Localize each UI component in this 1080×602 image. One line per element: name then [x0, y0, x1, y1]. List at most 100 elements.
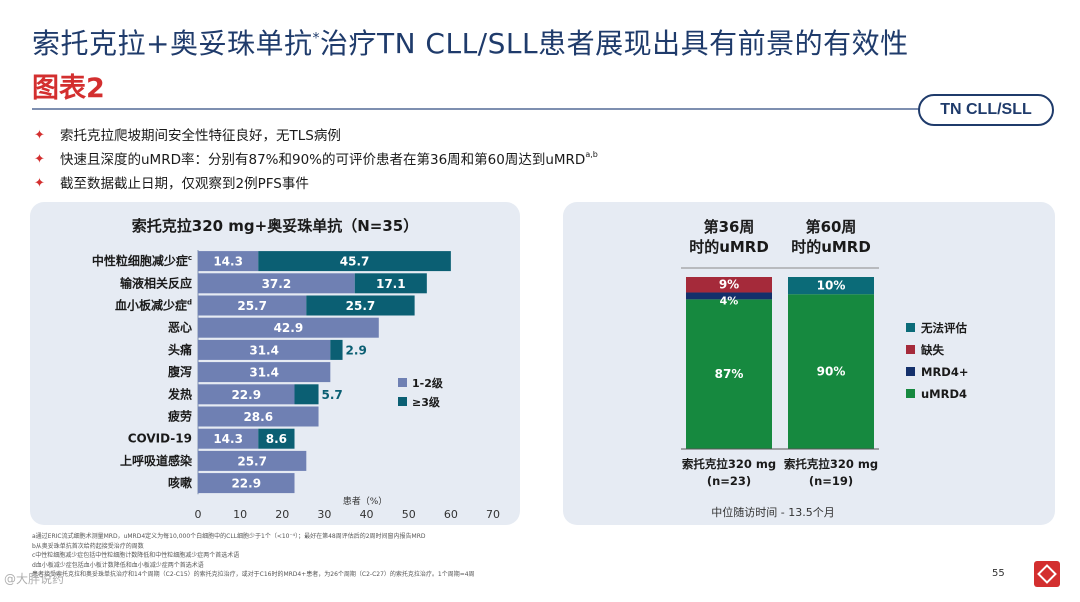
footnote: 患者接受索托克拉和奥妥珠单抗治疗和14个周期（C2-C15）的索托克拉治疗，或对… [32, 571, 475, 578]
bullet-item: ✦ 索托克拉爬坡期间安全性特征良好，无TLS病例 [34, 124, 598, 148]
bar-grade-1-2 [198, 362, 331, 383]
footnote: d血小板减少症包括血小板计数降低和血小板减少症两个首选术语 [32, 561, 204, 569]
indication-badge: TN CLL/SLL [918, 94, 1054, 126]
x-tick-label: 50 [402, 508, 416, 521]
bar-value-label: 8.6 [266, 432, 287, 446]
category-label: 恶心 [168, 321, 192, 335]
bullet-text: 索托克拉爬坡期间安全性特征良好，无TLS病例 [60, 128, 341, 144]
bar-grade-3-plus [306, 295, 415, 316]
legend-swatch [906, 323, 915, 332]
bullet-item: ✦ 快速且深度的uMRD率：分别有87%和90%的可评价患者在第36周和第60周达… [34, 148, 598, 172]
star-icon: ✦ [34, 176, 45, 191]
category-label: (n=23) [707, 474, 751, 488]
bar-grade-1-2 [198, 450, 307, 471]
segment-missing [686, 277, 772, 293]
category-label: 上呼吸道感染 [120, 453, 193, 468]
bar-grade-1-2 [198, 273, 355, 294]
adverse-events-chart: 中性粒细胞减少症c 14.3 45.7 输液相关反应 37.2 17.1 血小板减少症d 25… [92, 250, 500, 521]
bar-value-label: 2.9 [346, 343, 367, 357]
ae-chart-title: 索托克拉320 mg+奥妥珠单抗（N=35） [131, 217, 419, 235]
bar-grade-3-plus [294, 384, 319, 405]
bar-value-label: 28.6 [243, 410, 273, 424]
followup-note: 中位随访时间 - 13.5个月 [711, 505, 834, 519]
bar-value-label: 31.4 [249, 366, 279, 380]
bar-value-label: 14.3 [213, 255, 243, 269]
key-points: ✦ 索托克拉爬坡期间安全性特征良好，无TLS病例 ✦ 快速且深度的uMRD率：分别有… [34, 124, 598, 196]
x-tick-label: 40 [360, 508, 374, 521]
footnote: a通过ERIC流式细胞术测量MRD，uMRD4定义为每10,000个白细胞中的C… [32, 533, 426, 540]
legend-swatch [906, 345, 915, 354]
category-label: 咳嗽 [168, 475, 192, 490]
footnote: b从奥妥珠单抗首次给药起接受治疗的周数 [32, 542, 144, 550]
bar-value-label: 25.7 [237, 299, 267, 313]
category-label: (n=19) [809, 474, 853, 488]
category-label: 头痛 [168, 342, 192, 357]
bar-value-label: 37.2 [262, 277, 292, 291]
bar-value-label: 45.7 [340, 255, 370, 269]
bar-value-label: 14.3 [213, 432, 243, 446]
bar-value-label: 5.7 [322, 388, 343, 402]
x-tick-label: 60 [444, 508, 458, 521]
column-header: 第60周 [806, 218, 857, 236]
category-sup: d [187, 299, 192, 307]
x-tick-label: 30 [317, 508, 331, 521]
x-tick-label: 70 [486, 508, 500, 521]
legend-label: 1-2级 [412, 376, 444, 390]
title-divider [32, 108, 932, 110]
x-tick-label: 20 [275, 508, 289, 521]
category-label: COVID-19 [128, 432, 192, 446]
segment-label: 4% [720, 294, 739, 307]
legend-label: MRD4+ [921, 365, 968, 379]
segment-unevaluable [788, 277, 874, 295]
title-rest: 治疗TN CLL/SLL患者展现出具有前景的有效性 [319, 27, 909, 60]
bar-grade-1-2 [198, 251, 259, 272]
bar-grade-3-plus [330, 339, 343, 360]
bar-value-label: 22.9 [231, 477, 261, 491]
logo-mark-icon [1037, 564, 1057, 584]
column-header: 时的uMRD [689, 238, 769, 256]
legend-swatch-grade-1-2 [398, 378, 407, 387]
x-tick-label: 10 [233, 508, 247, 521]
watermark: @大胖说药 [4, 572, 65, 586]
legend-label: 无法评估 [920, 321, 967, 335]
category-label: 中性粒细胞减少症c [92, 253, 192, 268]
column-header: 第36周 [704, 218, 755, 236]
bullet-item: ✦ 截至数据截止日期，仅观察到2例PFS事件 [34, 172, 598, 196]
legend-label: 缺失 [920, 343, 944, 357]
bar-grade-3-plus [258, 428, 295, 449]
category-label: 索托克拉320 mg [682, 457, 776, 471]
bar-grade-1-2 [198, 473, 295, 494]
legend-label: ≥3级 [412, 395, 441, 409]
company-logo [1034, 561, 1060, 587]
bar-grade-1-2 [198, 428, 259, 449]
title-main: 索托克拉+奥妥珠单抗 [32, 27, 313, 60]
x-tick-label: 0 [195, 508, 202, 521]
segment-mrd4-positive [686, 292, 772, 300]
category-label: 腹泻 [168, 364, 192, 379]
x-axis-title: 患者（%） [343, 495, 388, 507]
bar-value-label: 22.9 [231, 388, 261, 402]
legend-label: uMRD4 [921, 387, 967, 401]
legend-swatch [906, 367, 915, 376]
segment-label: 90% [817, 365, 846, 379]
bar-grade-1-2 [198, 339, 331, 360]
legend-swatch-grade-3-plus [398, 397, 407, 406]
bar-grade-1-2 [198, 295, 307, 316]
category-sup: c [188, 254, 192, 262]
figure-label: 图表2 [32, 73, 105, 104]
star-icon: ✦ [34, 152, 45, 167]
bar-value-label: 25.7 [346, 299, 376, 313]
bar-grade-1-2 [198, 317, 379, 338]
bar-grade-3-plus [354, 273, 427, 294]
bar-grade-3-plus [258, 251, 451, 272]
bullet-text: 快速且深度的uMRD率：分别有87%和90%的可评价患者在第36周和第60周达到… [60, 152, 586, 168]
star-icon: ✦ [34, 128, 45, 143]
title-sup: * [312, 30, 320, 47]
bar-value-label: 25.7 [237, 454, 267, 468]
bar-value-label: 17.1 [376, 277, 406, 291]
footnote: c中性粒细胞减少症包括中性粒细胞计数降低和中性粒细胞减少症两个首选术语 [32, 552, 240, 559]
category-label: 索托克拉320 mg [784, 457, 878, 471]
segment-umrd4 [788, 294, 874, 449]
page-title: 索托克拉+奥妥珠单抗*治疗TN CLL/SLL患者展现出具有前景的有效性 [32, 22, 909, 62]
